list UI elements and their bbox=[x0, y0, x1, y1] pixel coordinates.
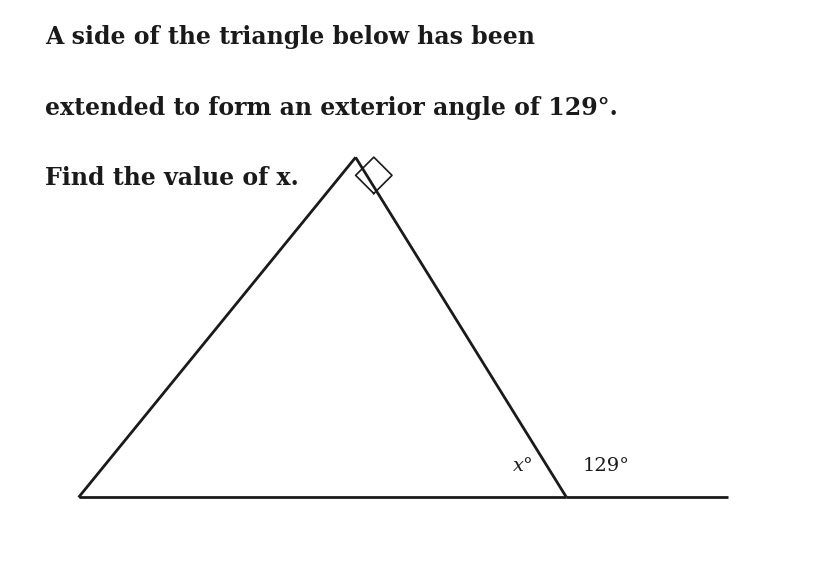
Text: 129°: 129° bbox=[583, 457, 630, 475]
Text: A side of the triangle below has been: A side of the triangle below has been bbox=[45, 25, 535, 49]
Text: Find the value of x.: Find the value of x. bbox=[45, 166, 299, 190]
Text: x°: x° bbox=[513, 457, 533, 475]
Text: extended to form an exterior angle of 129°.: extended to form an exterior angle of 12… bbox=[45, 96, 619, 120]
